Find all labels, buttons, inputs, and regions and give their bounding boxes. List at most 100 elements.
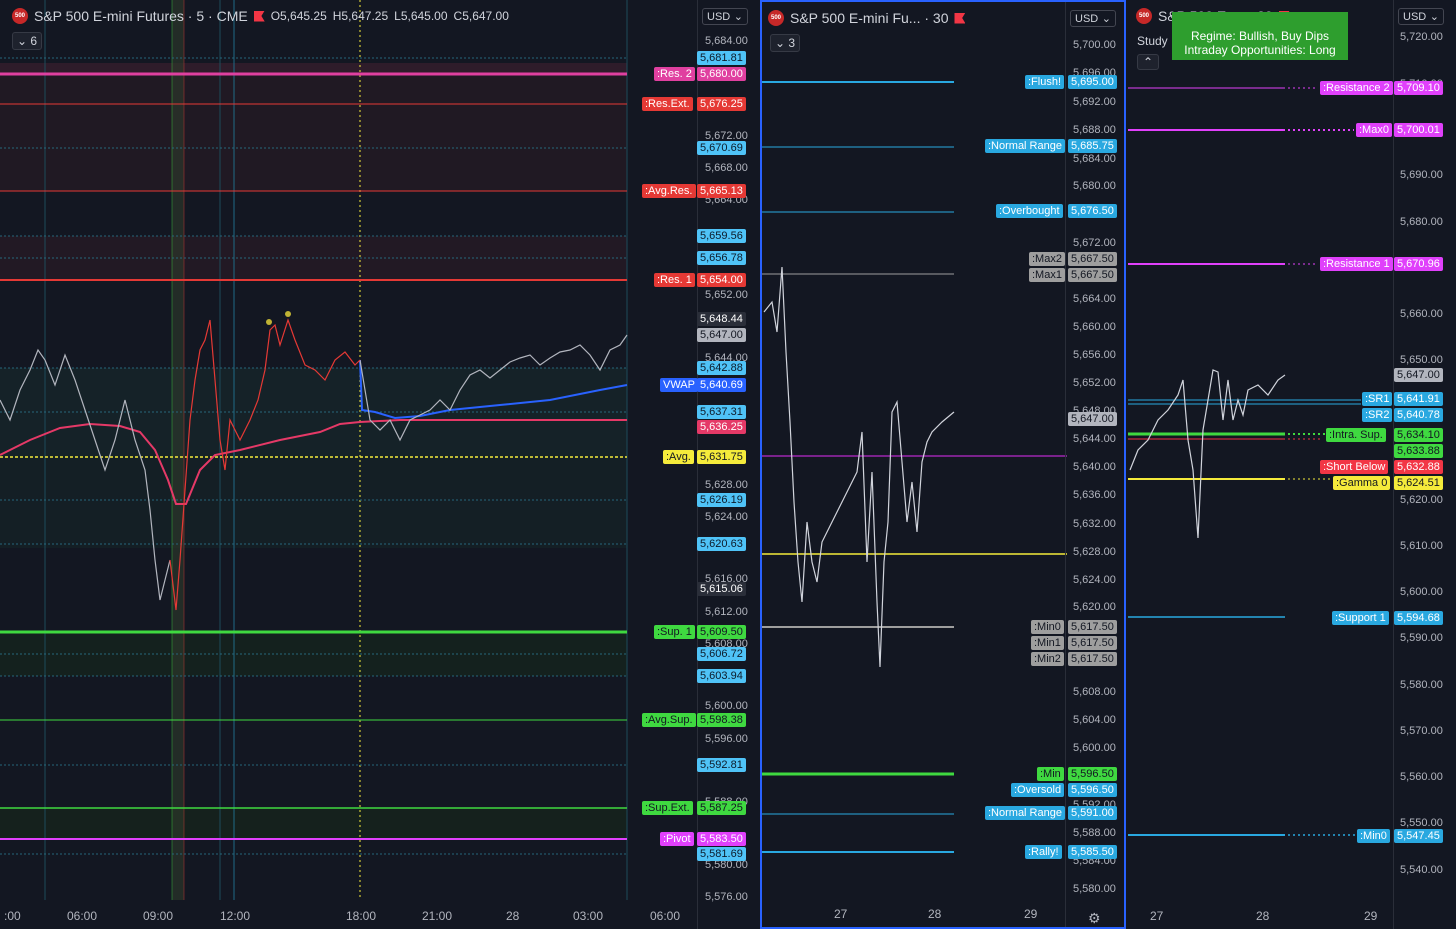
price-tick: 5,610.00 bbox=[1400, 540, 1443, 552]
level-price: 5,617.50 bbox=[1068, 652, 1117, 666]
time-label: 28 bbox=[1256, 909, 1270, 923]
level-price: 5,585.50 bbox=[1068, 845, 1117, 859]
chevron-down-icon: ⌄ bbox=[1429, 11, 1439, 23]
price-tick: 5,628.00 bbox=[1073, 546, 1116, 558]
price-tick: 5,680.00 bbox=[1400, 216, 1443, 228]
price-tick: 5,540.00 bbox=[1400, 864, 1443, 876]
collapse-button[interactable]: ⌃ bbox=[1137, 54, 1159, 70]
price-plot-1[interactable] bbox=[0, 0, 697, 900]
price-label: 5,592.81 bbox=[697, 758, 746, 772]
time-label: 29 bbox=[1024, 907, 1038, 921]
level-price: 5,640.78 bbox=[1394, 408, 1443, 422]
symbol-title[interactable]: S&P 500 E-mini Fu... · 30 bbox=[790, 10, 949, 26]
currency-label: USD bbox=[1075, 13, 1099, 25]
price-axis-3[interactable]: USD ⌄ bbox=[1393, 0, 1456, 929]
price-tick: 5,632.00 bbox=[1073, 518, 1116, 530]
indicators-toggle[interactable]: ⌄ 3 bbox=[770, 34, 801, 52]
level-price: 5,665.13 bbox=[697, 184, 746, 198]
currency-select[interactable]: USD ⌄ bbox=[702, 8, 748, 25]
level-name: :Rally! bbox=[1025, 845, 1062, 859]
price-tick: 5,668.00 bbox=[705, 162, 748, 174]
price-tick: 5,550.00 bbox=[1400, 817, 1443, 829]
price-tick: 5,680.00 bbox=[1073, 180, 1116, 192]
level-name: :Min0 bbox=[1357, 829, 1390, 843]
price-mark: 5,615.06 bbox=[697, 582, 746, 596]
level-price: 5,632.88 bbox=[1394, 460, 1443, 474]
level-name: :SR2 bbox=[1362, 408, 1393, 422]
time-label: 21:00 bbox=[422, 909, 453, 923]
time-label: 29 bbox=[1364, 909, 1378, 923]
price-tick: 5,570.00 bbox=[1400, 725, 1443, 737]
study-label[interactable]: Study bbox=[1137, 34, 1168, 48]
symbol-logo: 500 bbox=[1136, 8, 1152, 24]
price-label: 5,659.56 bbox=[697, 229, 746, 243]
indicators-toggle[interactable]: ⌄ 6 bbox=[12, 32, 43, 50]
price-tick: 5,624.00 bbox=[705, 511, 748, 523]
currency-select[interactable]: USD ⌄ bbox=[1398, 8, 1444, 25]
level-name: :Res. 1 bbox=[654, 273, 695, 287]
ohlc-high: H5,647.25 bbox=[332, 9, 389, 23]
price-label: 5,637.31 bbox=[697, 405, 746, 419]
price-label: 5,626.19 bbox=[697, 493, 746, 507]
level-name: :Normal Range bbox=[985, 806, 1065, 820]
price-axis-1[interactable]: USD ⌄ bbox=[697, 0, 758, 929]
price-tick: 5,684.00 bbox=[705, 35, 748, 47]
level-name: :Max2 bbox=[1029, 252, 1065, 266]
level-price: 5,617.50 bbox=[1068, 636, 1117, 650]
last-price-label: 5,647.00 bbox=[1394, 368, 1443, 382]
level-price: 5,617.50 bbox=[1068, 620, 1117, 634]
price-label: 5,681.81 bbox=[697, 51, 746, 65]
symbol-title[interactable]: S&P 500 E-mini Futures · 5 · CME bbox=[34, 8, 248, 24]
chevron-down-icon: ⌄ bbox=[775, 36, 786, 50]
price-tick: 5,656.00 bbox=[1073, 349, 1116, 361]
price-tick: 5,612.00 bbox=[705, 606, 748, 618]
level-price: 5,596.50 bbox=[1068, 767, 1117, 781]
price-tick: 5,588.00 bbox=[1073, 827, 1116, 839]
level-name: :Resistance 1 bbox=[1320, 257, 1393, 271]
level-price: 5,709.10 bbox=[1394, 81, 1443, 95]
flag-icon[interactable] bbox=[253, 10, 265, 22]
price-label: 5,620.63 bbox=[697, 537, 746, 551]
level-price: 5,634.10 bbox=[1394, 428, 1443, 442]
level-price: 5,667.50 bbox=[1068, 252, 1117, 266]
price-axis-2[interactable]: USD ⌄ ⚙ bbox=[1065, 2, 1124, 927]
flag-icon[interactable] bbox=[954, 12, 966, 24]
regime-banner: Regime: Bullish, Buy Dips Intraday Oppor… bbox=[1172, 12, 1348, 60]
level-price: 5,636.25 bbox=[697, 420, 746, 434]
price-tick: 5,644.00 bbox=[1073, 433, 1116, 445]
level-price: 5,685.75 bbox=[1068, 139, 1117, 153]
time-label: 27 bbox=[1150, 909, 1164, 923]
chart-panel-1[interactable]: 500 S&P 500 E-mini Futures · 5 · CME O5,… bbox=[0, 0, 758, 929]
level-price: 5,587.25 bbox=[697, 801, 746, 815]
price-tick: 5,560.00 bbox=[1400, 771, 1443, 783]
price-tick: 5,640.00 bbox=[1073, 461, 1116, 473]
ohlc-close: C5,647.00 bbox=[453, 9, 509, 23]
last-price-label: 5,647.00 bbox=[1068, 412, 1117, 426]
price-tick: 5,608.00 bbox=[1073, 686, 1116, 698]
level-name: :Avg.Sup. bbox=[642, 713, 696, 727]
price-plot-2[interactable] bbox=[762, 2, 1067, 902]
symbol-header-1[interactable]: 500 S&P 500 E-mini Futures · 5 · CME O5,… bbox=[12, 8, 509, 24]
time-label: 28 bbox=[928, 907, 942, 921]
level-name: :Max0 bbox=[1356, 123, 1392, 137]
level-price: 5,547.45 bbox=[1394, 829, 1443, 843]
level-price: 5,654.00 bbox=[697, 273, 746, 287]
symbol-header-2[interactable]: 500 S&P 500 E-mini Fu... · 30 bbox=[768, 10, 966, 26]
currency-select[interactable]: USD ⌄ bbox=[1070, 10, 1116, 27]
time-label: 12:00 bbox=[220, 909, 251, 923]
gear-icon[interactable]: ⚙ bbox=[1088, 910, 1101, 926]
level-name: :Res.Ext. bbox=[642, 97, 693, 111]
price-tick: 5,672.00 bbox=[1073, 237, 1116, 249]
level-price: 5,633.88 bbox=[1394, 444, 1443, 458]
price-plot-3[interactable] bbox=[1128, 0, 1393, 900]
indicator-count: 3 bbox=[788, 36, 796, 50]
price-label: 5,606.72 bbox=[697, 647, 746, 661]
level-price: 5,676.50 bbox=[1068, 204, 1117, 218]
opportunities-text: Intraday Opportunities: Long bbox=[1184, 43, 1336, 57]
chart-panel-2[interactable]: 500 S&P 500 E-mini Fu... · 30 ⌄ 3 USD ⌄ … bbox=[760, 0, 1126, 929]
level-price: 5,641.91 bbox=[1394, 392, 1443, 406]
ohlc-low: L5,645.00 bbox=[394, 9, 448, 23]
chevron-down-icon: ⌄ bbox=[733, 11, 743, 23]
level-name: :Normal Range bbox=[985, 139, 1065, 153]
level-price: 5,676.25 bbox=[697, 97, 746, 111]
